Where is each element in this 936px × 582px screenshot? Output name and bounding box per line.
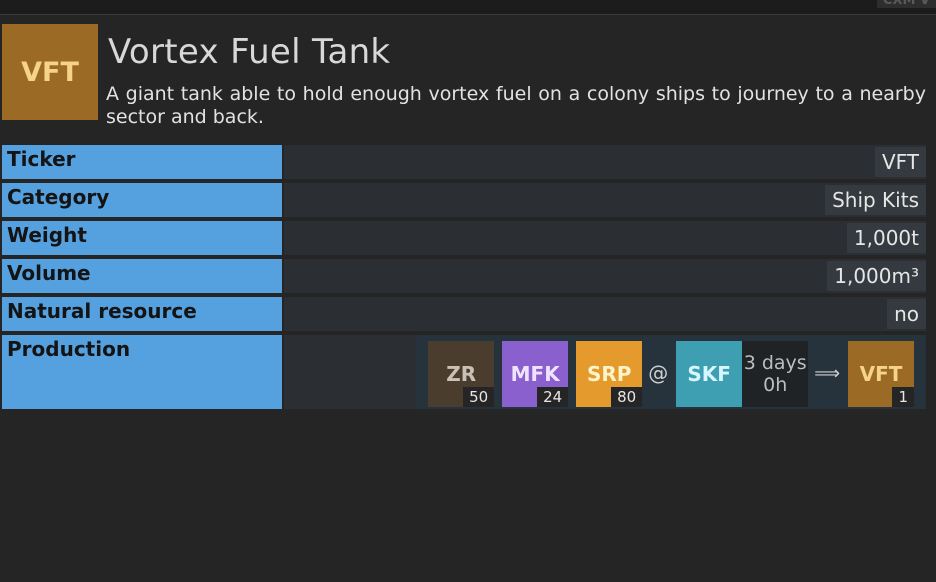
row-label: Category <box>2 183 282 217</box>
row-value-cell: ZR 50 MFK 24 SRP 80 @ SKF 3 days 0h <box>284 335 926 409</box>
at-symbol: @ <box>648 361 669 385</box>
row-value: 1,000t <box>846 223 926 253</box>
corner-tag[interactable]: CXM V <box>876 0 936 8</box>
row-label: Volume <box>2 259 282 293</box>
output-material-vft[interactable]: VFT 1 <box>848 341 914 407</box>
input-material-srp[interactable]: SRP 80 <box>576 341 643 407</box>
duration-days: 3 days <box>743 352 807 374</box>
row-production: Production ZR 50 MFK 24 SRP 80 @ SKF <box>2 335 926 409</box>
material-icon-label: VFT <box>21 56 79 88</box>
material-ticker: VFT <box>859 362 903 386</box>
building-skf[interactable]: SKF <box>676 341 743 407</box>
row-value: VFT <box>874 147 926 177</box>
row-value-cell: VFT <box>284 145 926 179</box>
row-value: 1,000m³ <box>827 261 926 291</box>
duration-hours: 0h <box>763 374 788 396</box>
material-amount: 50 <box>463 387 495 407</box>
row-category: Category Ship Kits <box>2 183 926 217</box>
arrow-right-icon: ⟹ <box>814 363 840 384</box>
material-icon-vft: VFT <box>2 24 98 120</box>
input-material-zr[interactable]: ZR 50 <box>428 341 495 407</box>
row-value-cell: no <box>284 297 926 331</box>
row-natural-resource: Natural resource no <box>2 297 926 331</box>
production-recipe: ZR 50 MFK 24 SRP 80 @ SKF 3 days 0h <box>416 335 926 409</box>
row-value-cell: 1,000m³ <box>284 259 926 293</box>
page-title: Vortex Fuel Tank <box>108 32 391 72</box>
input-material-mfk[interactable]: MFK 24 <box>502 341 569 407</box>
material-description: A giant tank able to hold enough vortex … <box>106 83 926 128</box>
row-label: Ticker <box>2 145 282 179</box>
top-bar: CXM V <box>0 0 936 15</box>
row-volume: Volume 1,000m³ <box>2 259 926 293</box>
info-table: Ticker VFT Category Ship Kits Weight 1,0… <box>2 145 926 413</box>
row-label: Production <box>2 335 282 409</box>
building-ticker: SKF <box>687 362 731 386</box>
material-amount: 80 <box>611 387 643 407</box>
row-ticker: Ticker VFT <box>2 145 926 179</box>
row-value: Ship Kits <box>825 185 926 215</box>
material-ticker: ZR <box>446 362 477 386</box>
row-weight: Weight 1,000t <box>2 221 926 255</box>
row-value-cell: Ship Kits <box>284 183 926 217</box>
material-amount: 1 <box>892 387 914 407</box>
row-label: Weight <box>2 221 282 255</box>
material-ticker: MFK <box>510 362 560 386</box>
row-value-cell: 1,000t <box>284 221 926 255</box>
production-duration: 3 days 0h <box>742 341 809 407</box>
material-ticker: SRP <box>586 362 632 386</box>
row-label: Natural resource <box>2 297 282 331</box>
row-value: no <box>887 299 926 329</box>
material-amount: 24 <box>537 387 569 407</box>
